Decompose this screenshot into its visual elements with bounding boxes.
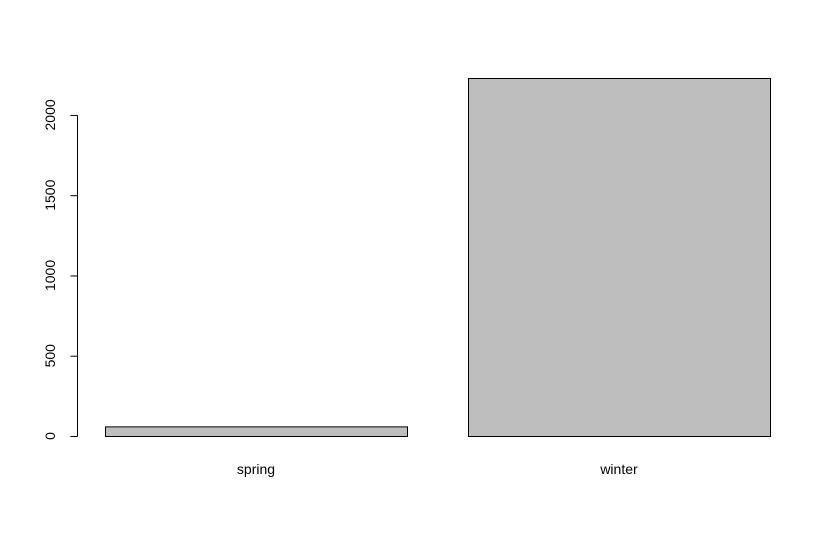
y-tick-label-0: 0: [42, 432, 58, 440]
x-tick-label-spring: spring: [237, 461, 275, 477]
x-tick-label-winter: winter: [599, 461, 638, 477]
bar-winter: [468, 78, 771, 437]
y-axis: 0 500 1000 1500 2000: [42, 99, 78, 440]
y-tick-label-1000: 1000: [42, 260, 58, 291]
x-axis-labels: spring winter: [237, 461, 638, 477]
y-tick-label-2000: 2000: [42, 99, 58, 130]
y-tick-label-500: 500: [42, 344, 58, 368]
bar-spring: [105, 426, 408, 437]
y-tick-label-1500: 1500: [42, 179, 58, 210]
bars-layer: [105, 78, 771, 437]
